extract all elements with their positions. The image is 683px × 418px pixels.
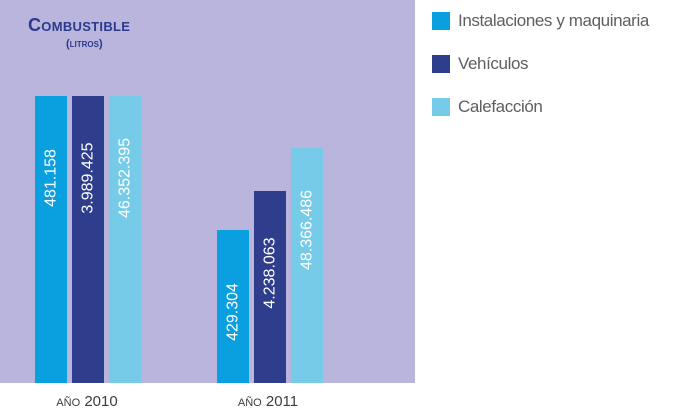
- legend-swatch-vehiculos: [432, 55, 450, 73]
- chart-panel: [0, 0, 415, 383]
- x-tick-year: 2011: [265, 393, 299, 410]
- legend-item-instalaciones: Instalaciones y maquinaria: [432, 10, 649, 32]
- bar-value-label-calefaccion-2010: 46.352.395: [117, 138, 134, 218]
- chart-title: Combustible: [28, 15, 131, 35]
- bar-value-label-vehiculos-2011: 4.238.063: [262, 237, 279, 308]
- bar-value-label-instalaciones-2010: 481.158: [43, 149, 60, 207]
- bar-value-label-instalaciones-2011: 429.304: [225, 283, 242, 341]
- chart-subtitle: (litros): [66, 38, 103, 50]
- bar-vehiculos-2010: [72, 96, 104, 383]
- bar-calefaccion-2010: [109, 96, 141, 383]
- legend-swatch-calefaccion: [432, 98, 450, 116]
- x-tick-label-2010: año 2010: [27, 393, 147, 410]
- bar-calefaccion-2011: [291, 148, 323, 383]
- legend-label-calefaccion: Calefacción: [458, 97, 543, 116]
- legend-swatch-instalaciones: [432, 12, 450, 30]
- x-tick-prefix: año: [56, 393, 81, 410]
- bar-vehiculos-2011: [254, 191, 286, 383]
- legend-item-vehiculos: Vehículos: [432, 53, 529, 75]
- x-tick-prefix: año: [237, 393, 262, 410]
- legend-label-instalaciones: Instalaciones y maquinaria: [458, 11, 649, 30]
- bar-instalaciones-2010: [35, 96, 67, 383]
- legend-item-calefaccion: Calefacción: [432, 96, 543, 118]
- bar-value-label-vehiculos-2010: 3.989.425: [80, 142, 97, 213]
- x-tick-year: 2010: [84, 393, 118, 410]
- bar-instalaciones-2011: [217, 230, 249, 383]
- legend-label-vehiculos: Vehículos: [458, 54, 529, 73]
- bar-value-label-calefaccion-2011: 48.366.486: [299, 190, 316, 270]
- x-tick-label-2011: año 2011: [208, 393, 328, 410]
